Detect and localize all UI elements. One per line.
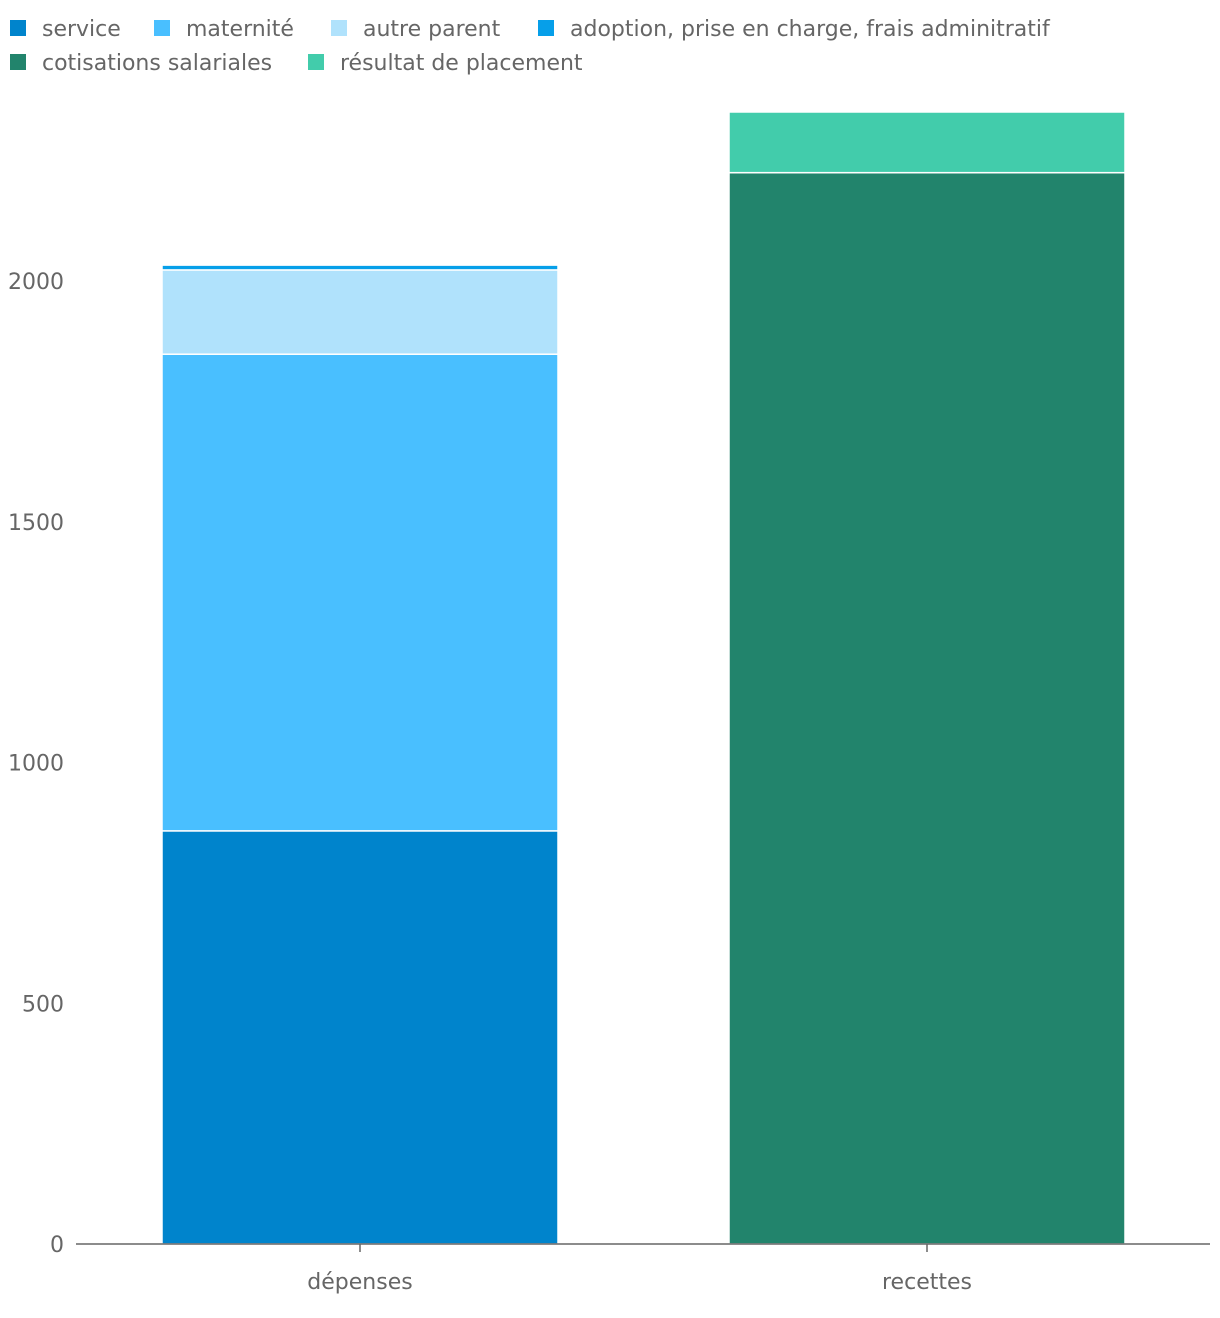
y-tick-label-2: 1000 <box>8 752 64 777</box>
legend-swatch-2 <box>331 20 347 36</box>
legend: service maternité autre parent adoption, pr… <box>10 17 1051 76</box>
bar-1-series-5 <box>728 111 1126 174</box>
legend-label-2: autre parent <box>363 17 501 42</box>
legend-swatch-1 <box>154 20 170 36</box>
bar-0-series-2 <box>161 269 559 355</box>
x-tick-label-0: dépenses <box>307 1270 412 1295</box>
legend-label-1: maternité <box>186 17 294 42</box>
bars <box>161 111 1126 1245</box>
bar-0-series-0 <box>161 830 559 1245</box>
y-tick-label-3: 1500 <box>8 511 64 536</box>
y-axis: 0 500 1000 1500 2000 <box>8 270 64 1258</box>
x-tick-label-1: recettes <box>882 1270 972 1295</box>
legend-label-0: service <box>42 17 121 42</box>
legend-label-5: résultat de placement <box>340 51 583 76</box>
y-tick-label-4: 2000 <box>8 270 64 295</box>
bar-0-series-3 <box>161 264 559 271</box>
legend-label-4: cotisations salariales <box>42 51 272 76</box>
bar-0-series-1 <box>161 353 559 832</box>
legend-label-3: adoption, prise en charge, frais adminit… <box>570 17 1051 42</box>
x-axis: dépenses recettes <box>76 1243 1210 1295</box>
y-tick-label-0: 0 <box>50 1233 64 1258</box>
legend-swatch-3 <box>538 20 554 36</box>
bar-1-series-4 <box>728 171 1126 1245</box>
legend-swatch-5 <box>308 54 324 70</box>
y-tick-label-1: 500 <box>22 992 64 1017</box>
legend-swatch-4 <box>10 54 26 70</box>
legend-swatch-0 <box>10 20 26 36</box>
